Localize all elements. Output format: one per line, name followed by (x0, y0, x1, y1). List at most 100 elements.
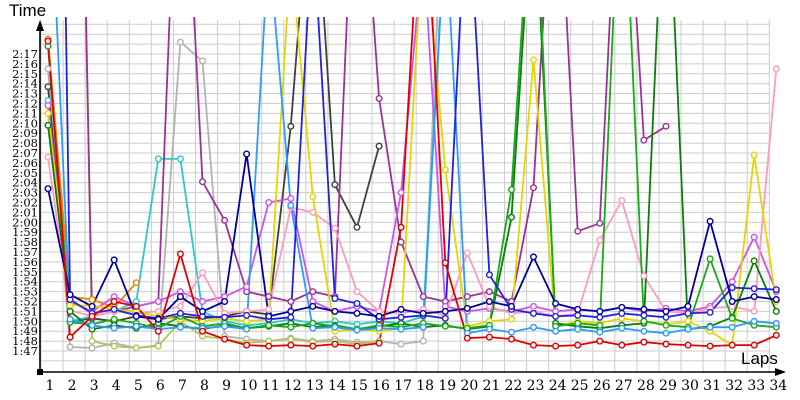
data-point-skyblue-lap15 (353, 326, 361, 334)
data-point-pink-lap33 (750, 307, 758, 315)
data-point-red-lap33 (750, 341, 758, 349)
data-point-darkgray-lap14 (331, 181, 339, 189)
x-tick-19: 19 (438, 378, 456, 394)
data-point-red-lap32 (728, 341, 736, 349)
data-point-gray-lap7 (176, 38, 184, 46)
data-point-darkgray-lap15 (353, 223, 361, 231)
y-tick-1:48: 1:48 (12, 334, 38, 348)
data-point-violet-lap6 (154, 298, 162, 306)
data-point-blue-lap9 (221, 313, 229, 321)
data-point-olive-lap6 (154, 342, 162, 350)
x-tick-18: 18 (416, 378, 434, 394)
data-point-gray-lap3 (88, 344, 96, 352)
data-point-red-lap10 (243, 341, 251, 349)
data-point-red-lap1 (44, 37, 52, 45)
data-point-gray-lap2 (66, 343, 74, 351)
data-point-skyblue-lap33 (750, 317, 758, 325)
data-point-red-lap13 (309, 342, 317, 350)
data-point-skyblue-lap5 (132, 322, 140, 330)
data-point-pink-lap34 (772, 65, 780, 73)
data-point-navy-lap25 (574, 305, 582, 313)
y-tick-1:47: 1:47 (12, 344, 38, 358)
y-tick-1:59: 1:59 (12, 225, 38, 239)
data-point-red-lap22 (508, 335, 516, 343)
data-point-red-lap21 (485, 333, 493, 341)
data-point-navy-lap2 (66, 291, 74, 299)
y-tick-labels: 1:471:481:491:501:511:521:531:541:551:56… (12, 47, 38, 358)
x-tick-24: 24 (549, 378, 567, 394)
x-tick-3: 3 (90, 378, 99, 394)
data-point-navy-lap9 (221, 298, 229, 306)
data-point-red-lap31 (706, 342, 714, 350)
data-point-navy-lap19 (441, 307, 449, 315)
x-tick-2: 2 (68, 378, 77, 394)
x-tick-30: 30 (681, 378, 699, 394)
y-tick-1:55: 1:55 (12, 265, 38, 279)
data-point-green-lap19 (441, 322, 449, 330)
data-point-pink-lap11 (265, 305, 273, 313)
data-point-skyblue-lap3 (88, 321, 96, 329)
data-point-skyblue-lap32 (728, 323, 736, 331)
data-point-gray-lap17 (397, 340, 405, 348)
axes (36, 20, 786, 376)
data-point-violet-lap10 (243, 283, 251, 291)
y-tick-1:58: 1:58 (12, 235, 38, 249)
data-point-yellow-lap2 (66, 302, 74, 310)
y-tick-2:06: 2:06 (12, 156, 38, 170)
data-point-green-lap28 (640, 317, 648, 325)
data-point-skyblue-lap14 (331, 323, 339, 331)
data-point-violet-lap1 (44, 101, 52, 109)
data-point-pink-lap27 (618, 196, 626, 204)
data-point-blue-lap7 (176, 309, 184, 317)
data-point-skyblue-lap34 (772, 319, 780, 327)
data-point-yellow-lap13 (309, 193, 317, 201)
data-point-skyblue-lap4 (110, 324, 118, 332)
data-point-gray-lap1 (44, 65, 52, 73)
data-point-skyblue-lap10 (243, 325, 251, 333)
x-tick-33: 33 (747, 378, 765, 394)
data-point-navy-lap26 (596, 307, 604, 315)
data-point-green-lap32 (728, 314, 736, 322)
data-point-skyblue-lap17 (397, 325, 405, 333)
data-point-yellow-lap23 (530, 56, 538, 64)
data-point-green-lap22 (508, 186, 516, 194)
data-point-blue-lap23 (530, 309, 538, 317)
data-point-navy-lap8 (198, 307, 206, 315)
series-line-green (47, 17, 777, 331)
data-point-purple-lap23 (530, 184, 538, 192)
x-tick-23: 23 (527, 378, 545, 394)
data-point-red-lap17 (397, 223, 405, 231)
data-point-navy-lap27 (618, 303, 626, 311)
data-point-yellow-lap33 (750, 151, 758, 159)
y-tick-2:15: 2:15 (12, 67, 38, 81)
data-point-navy-lap7 (176, 293, 184, 301)
y-tick-2:00: 2:00 (12, 215, 38, 229)
data-point-blue-lap34 (772, 286, 780, 294)
data-point-red-lap26 (596, 337, 604, 345)
data-point-pink-lap20 (463, 249, 471, 257)
x-tick-29: 29 (659, 378, 677, 394)
data-point-violet-lap8 (198, 298, 206, 306)
data-point-red-lap7 (176, 250, 184, 258)
x-tick-26: 26 (593, 378, 611, 394)
data-point-blue-lap27 (618, 309, 626, 317)
data-point-blue-lap15 (353, 300, 361, 308)
y-tick-2:12: 2:12 (12, 97, 38, 111)
data-point-red-lap19 (441, 259, 449, 267)
y-tick-2:03: 2:03 (12, 186, 38, 200)
data-point-navy-lap18 (419, 309, 427, 317)
data-point-blue-lap14 (331, 295, 339, 303)
y-tick-1:57: 1:57 (12, 245, 38, 259)
y-tick-1:52: 1:52 (12, 295, 38, 309)
data-point-navy-lap10 (243, 150, 251, 158)
data-point-red-lap16 (375, 339, 383, 347)
data-point-red-lap28 (640, 338, 648, 346)
data-point-navy-lap1 (44, 185, 52, 193)
x-tick-28: 28 (637, 378, 655, 394)
data-point-skyblue-lap28 (640, 327, 648, 335)
data-point-green-lap12 (287, 323, 295, 331)
data-point-blue-lap31 (706, 308, 714, 316)
data-series (47, 17, 778, 349)
data-point-red-lap30 (684, 341, 692, 349)
